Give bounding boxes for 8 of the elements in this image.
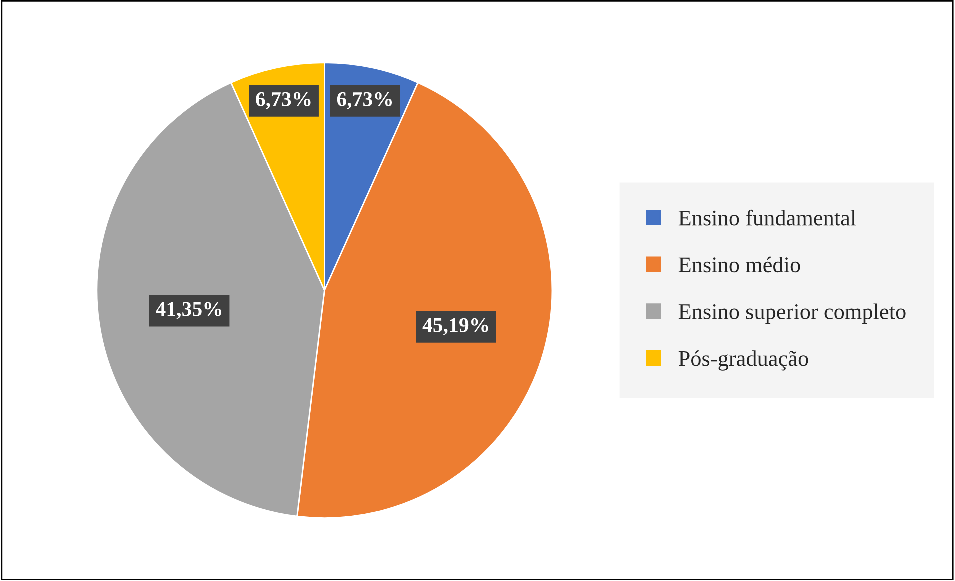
legend-label: Ensino superior completo: [678, 304, 906, 324]
data-label: 6,73%: [256, 92, 311, 110]
data-label: 41,35%: [156, 302, 222, 320]
legend-label: Pós-graduação: [678, 350, 808, 371]
legend-label: Ensino fundamental: [678, 210, 856, 226]
data-label: 45,19%: [422, 318, 488, 336]
legend-label: Ensino médio: [678, 256, 800, 273]
data-label: 6,73%: [337, 92, 392, 110]
